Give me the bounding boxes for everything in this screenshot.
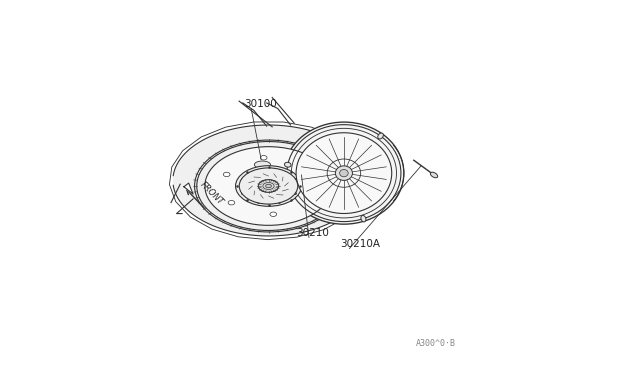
Ellipse shape	[284, 162, 291, 167]
Text: 30100: 30100	[244, 99, 277, 109]
Ellipse shape	[361, 215, 366, 222]
Ellipse shape	[205, 147, 332, 225]
Ellipse shape	[228, 201, 235, 205]
Ellipse shape	[378, 133, 383, 139]
Ellipse shape	[296, 133, 392, 214]
Ellipse shape	[195, 140, 342, 232]
Ellipse shape	[263, 183, 274, 189]
Ellipse shape	[266, 184, 271, 188]
Ellipse shape	[270, 212, 276, 217]
Ellipse shape	[302, 167, 309, 171]
Ellipse shape	[340, 170, 348, 177]
Ellipse shape	[254, 161, 271, 169]
Ellipse shape	[259, 180, 279, 192]
Text: A300^0·B: A300^0·B	[415, 339, 456, 348]
Ellipse shape	[335, 166, 353, 180]
Ellipse shape	[173, 125, 364, 236]
Text: 30210A: 30210A	[340, 239, 380, 249]
Ellipse shape	[307, 195, 314, 200]
Ellipse shape	[430, 172, 438, 178]
Ellipse shape	[284, 122, 404, 224]
Ellipse shape	[239, 168, 298, 204]
Polygon shape	[184, 183, 193, 194]
Text: FRONT: FRONT	[198, 180, 225, 206]
Ellipse shape	[260, 155, 267, 160]
Text: 30210: 30210	[296, 228, 329, 238]
Ellipse shape	[223, 172, 230, 177]
Ellipse shape	[236, 166, 301, 206]
